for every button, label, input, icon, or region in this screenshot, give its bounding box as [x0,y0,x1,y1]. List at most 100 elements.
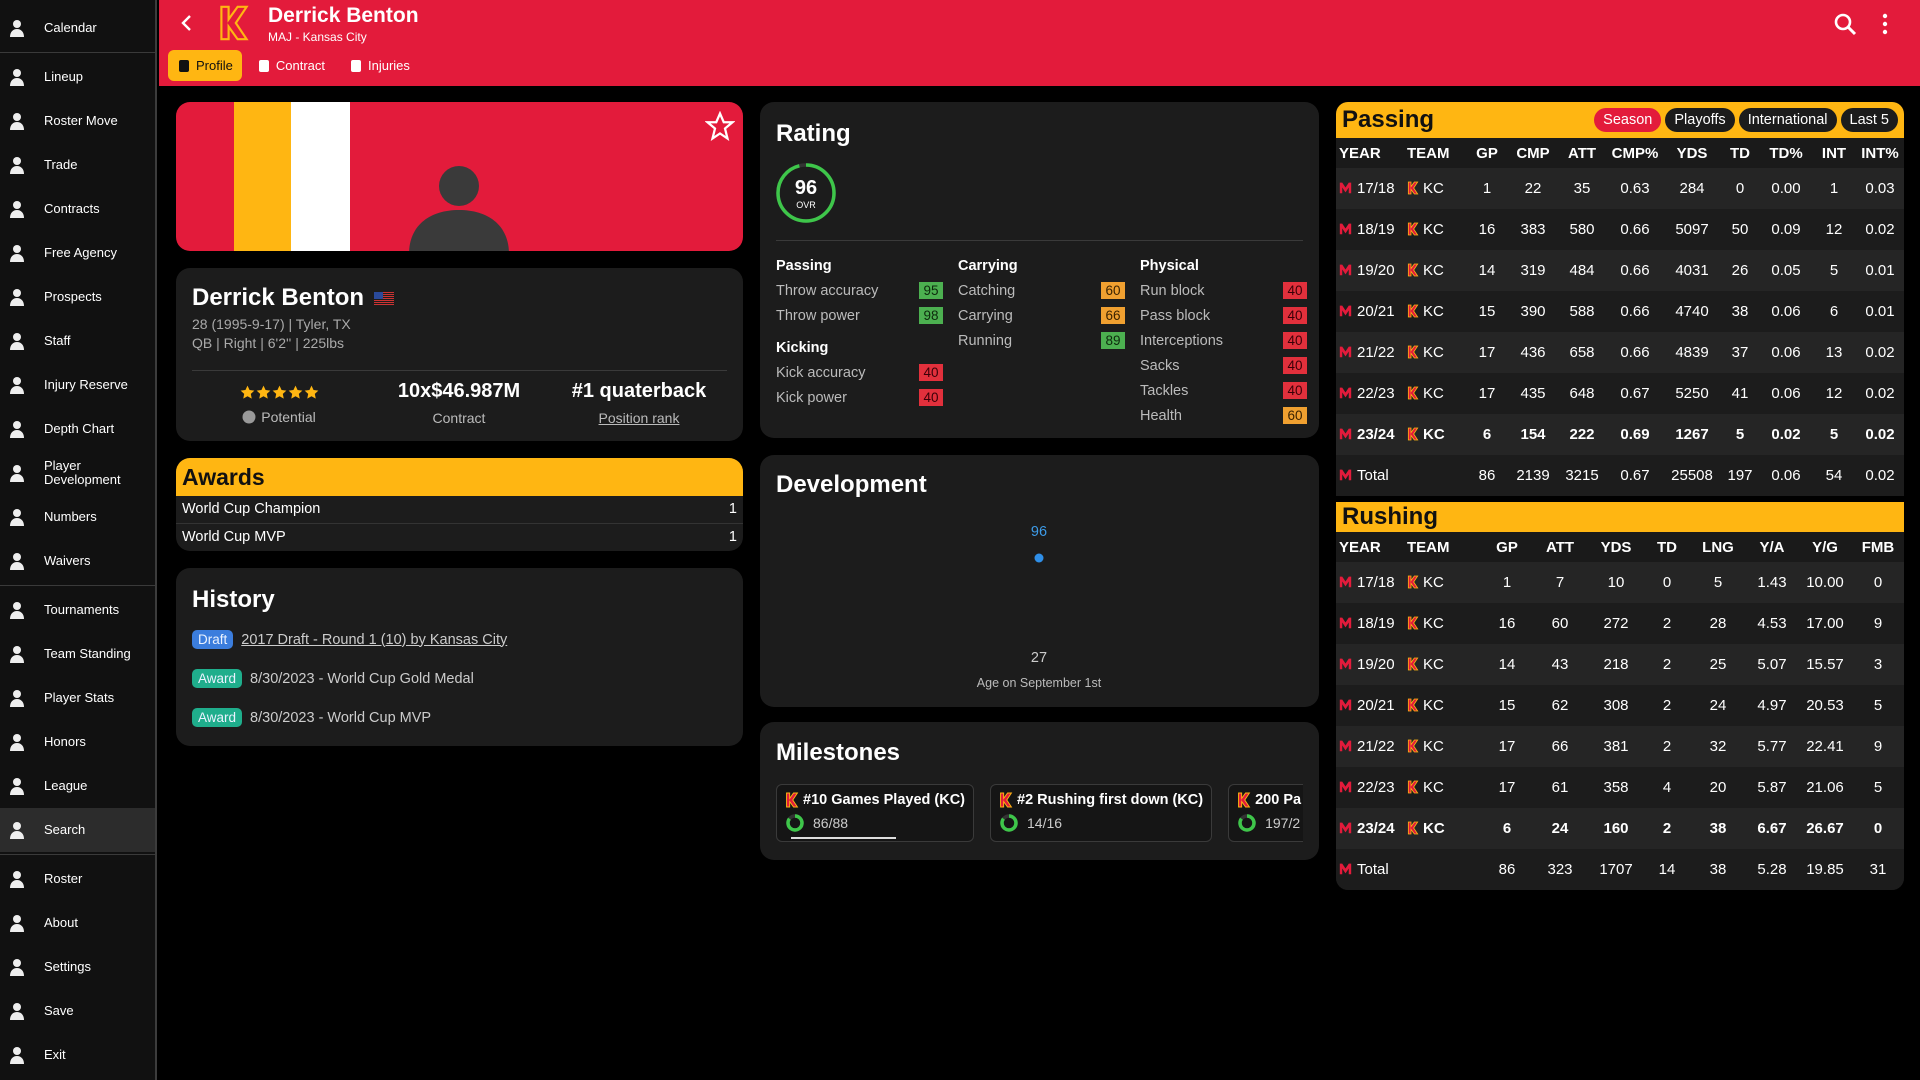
league-logo-shape [1339,699,1352,711]
team-logo-shape [1407,780,1419,794]
sidebar-item[interactable]: Tournaments [0,588,155,632]
cell-text: 0.66 [1620,221,1650,238]
milestone-label: #10 Games Played (KC) [803,792,965,808]
sidebar-item[interactable]: League [0,764,155,808]
sidebar-item[interactable]: Prospects [0,275,155,319]
tab[interactable]: Profile [168,50,242,81]
sidebar-item[interactable]: Waivers [0,539,155,583]
sidebar-icon [10,20,24,37]
sidebar-item[interactable]: Player Development [0,451,155,495]
cell-text: 23/24 [1357,820,1395,837]
league-logo [1339,822,1352,834]
cell-text: 3215 [1565,467,1599,484]
filter-button[interactable]: Playoffs [1665,108,1735,132]
cell-text: 20/21 [1357,697,1395,714]
rank-label[interactable]: Position rank [598,410,680,426]
cell: 0 [1720,168,1760,209]
cell-text: 0.66 [1620,262,1650,279]
cell-text: 0.67 [1620,385,1650,402]
cell: 0.00 [1760,168,1812,209]
league-logo [1339,699,1352,711]
icon-head [13,509,21,517]
data-row: 22/23 KC 17 435 648 0.67 5250 41 0.06 12 0.02 [1336,373,1904,414]
cell-text: 5.28 [1757,861,1787,878]
data-row: 21/22 KC 17 66 381 2 32 5.77 22.41 9 [1336,726,1904,767]
favorite-button[interactable] [705,111,735,141]
icon-body [10,611,24,619]
sidebar-item[interactable]: Calendar [0,6,155,50]
cell-text: 390 [1520,303,1546,320]
cell: 5 [1690,562,1746,603]
cell: 0.05 [1760,250,1812,291]
league-logo-shape [1339,469,1352,481]
cell: 15 [1466,291,1508,332]
sidebar-item[interactable]: Staff [0,319,155,363]
cell: 390 [1508,291,1558,332]
data-row: 23/24 KC 6 24 160 2 38 6.67 26.67 0 [1336,808,1904,849]
cell: 21.06 [1798,767,1852,808]
cell-text: 0 [1735,180,1745,197]
silhouette-head [439,166,479,206]
icon-body [10,743,24,751]
history-text[interactable]: 2017 Draft - Round 1 (10) by Kansas City [241,631,508,648]
sidebar-item[interactable]: Free Agency [0,231,155,275]
sidebar-item[interactable]: Search [0,808,155,852]
tab[interactable]: Contract [248,50,334,81]
sidebar-item[interactable]: Roster [0,857,155,901]
cell: 0 [1852,808,1904,849]
filter-button[interactable]: International [1738,108,1837,132]
sidebar-item[interactable]: Exit [0,1033,155,1077]
back-button[interactable] [177,13,197,33]
sidebar-item[interactable]: Settings [0,945,155,989]
milestone: 200 Pa 197/2 [1228,784,1303,842]
rating-value: 40 [1283,332,1307,349]
sidebar-item[interactable]: Trade [0,143,155,187]
sidebar-item[interactable]: Save [0,989,155,1033]
sidebar-item[interactable]: Contracts [0,187,155,231]
column-header: LNG [1702,538,1734,556]
icon-body [10,166,24,174]
sidebar-item[interactable]: Honors [0,720,155,764]
sidebar-icon [10,245,24,262]
cell-text: 0.00 [1771,180,1801,197]
column-header: GP [1476,144,1498,162]
team-logo [1407,821,1419,835]
cell: 2 [1644,726,1690,767]
cell-text: 284 [1679,180,1705,197]
data-row: Total 86 2139 3215 0.67 25508 197 0.06 54 0.02 [1336,455,1904,496]
award-name: World Cup Champion [182,501,321,517]
cell: 658 [1558,332,1606,373]
filter-button[interactable]: Season [1594,108,1662,132]
sidebar-item[interactable]: Roster Move [0,99,155,143]
data-row: 17/18 KC 1 7 10 0 5 1.43 10.00 0 [1336,562,1904,603]
cell-text: 648 [1569,385,1595,402]
rating-value: 40 [919,364,943,381]
flag-stripe [374,303,395,305]
sidebar-item[interactable]: Numbers [0,495,155,539]
tab[interactable]: Injuries [340,50,419,81]
search-glass [1834,13,1852,31]
sidebar: Calendar Lineup Roster Move Trade Contracts F… [0,0,157,1080]
filter-button[interactable]: Last 5 [1840,108,1898,132]
milestone-progress-text: 197/2 [1265,815,1301,831]
cell-text: 5 [1829,262,1839,279]
menu-button[interactable] [1881,12,1889,36]
sidebar-item[interactable]: About [0,901,155,945]
search-button[interactable] [1833,12,1857,36]
sidebar-item[interactable]: Team Standing [0,632,155,676]
rating-row: Kick power 40 [776,385,943,410]
column-header: TEAM [1407,538,1450,556]
cell-text: KC [1423,697,1444,714]
team-logo [1407,386,1419,400]
rating-label: Throw accuracy [776,282,879,299]
sidebar-item[interactable]: Depth Chart [0,407,155,451]
icon-body [10,699,24,707]
sidebar-label: Injury Reserve [44,377,128,392]
sidebar-item[interactable]: Lineup [0,55,155,99]
cell-text: 7 [1555,574,1565,591]
rank-value: #1 quaterback [571,380,707,402]
sidebar-label: Free Agency [44,245,117,260]
sidebar-item[interactable]: Injury Reserve [0,363,155,407]
sidebar-item[interactable]: Player Stats [0,676,155,720]
